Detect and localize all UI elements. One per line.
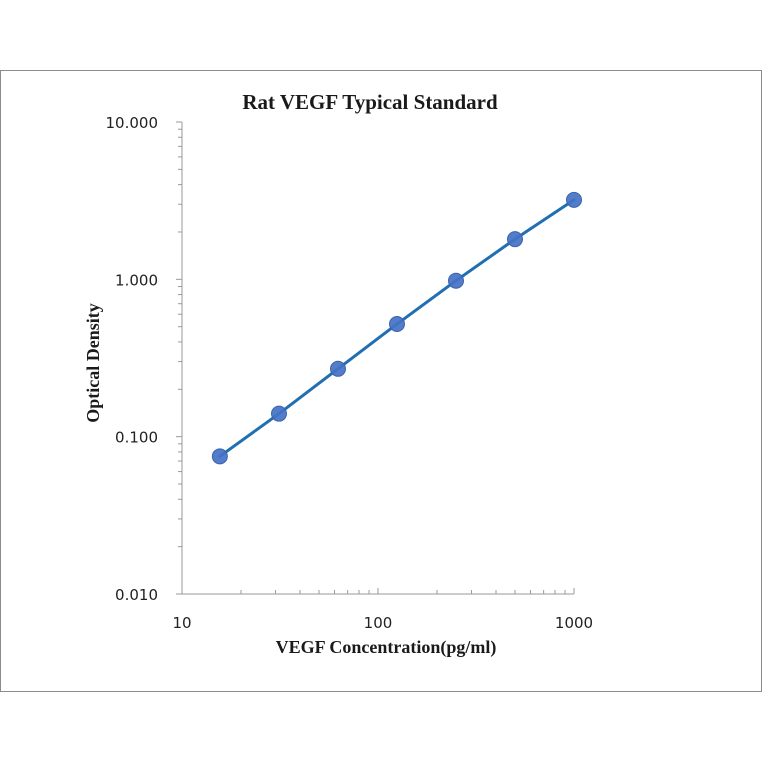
y-tick-label: 10.000 [106,114,159,132]
y-ticks [176,121,182,595]
y-tick-label: 0.100 [115,429,158,447]
data-point [388,316,405,333]
data-point [329,360,346,377]
data-point [270,405,287,422]
data-point [211,448,228,465]
chart-frame [0,70,762,692]
x-tick-labels: 10 100 1000 [172,614,593,632]
y-axis-label: Optical Density [83,303,103,423]
data-point [447,272,464,289]
y-tick-label: 0.010 [115,586,158,604]
x-tick-label: 100 [364,614,393,632]
x-tick-label: 10 [172,614,191,632]
chart-title: Rat VEGF Typical Standard [242,90,498,114]
data-point [566,191,582,208]
x-axis-label: VEGF Concentration(pg/ml) [276,637,497,658]
data-point [506,231,523,248]
x-ticks [181,588,575,594]
y-tick-label: 1.000 [115,271,158,289]
x-tick-label: 1000 [555,614,593,632]
y-tick-labels: 0.010 0.100 1.000 10.000 [106,114,159,604]
series-points [211,191,582,465]
